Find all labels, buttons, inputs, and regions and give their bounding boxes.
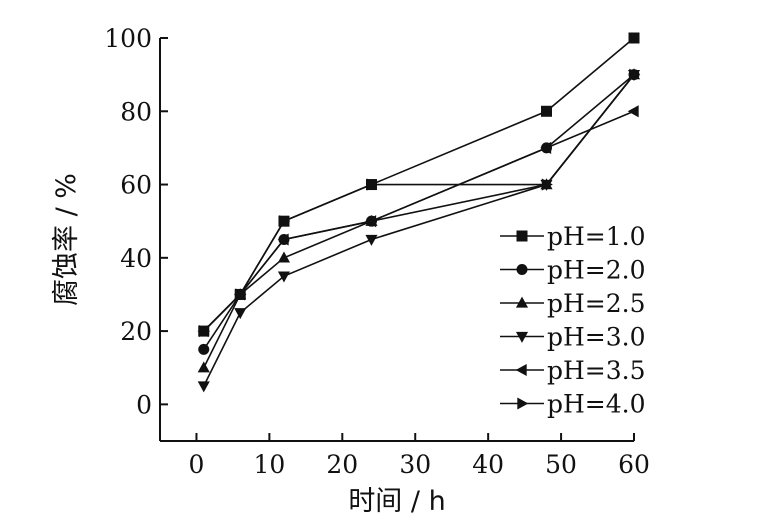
data-point	[629, 68, 641, 81]
legend-label: pH=4.0	[547, 390, 646, 419]
legend-marker	[515, 331, 529, 343]
y-tick-label: 20	[120, 317, 152, 346]
legend-marker	[517, 397, 529, 410]
y-tick-label: 100	[104, 24, 152, 53]
data-point	[366, 178, 378, 191]
x-axis-title: 时间 / h	[348, 486, 445, 517]
data-point	[234, 308, 247, 320]
x-tick-label: 20	[326, 450, 358, 479]
data-point	[197, 381, 210, 393]
data-point	[198, 343, 210, 355]
legend-item: pH=4.0	[500, 390, 646, 419]
data-point	[235, 288, 247, 301]
data-point	[199, 325, 211, 338]
series-6	[199, 68, 641, 338]
data-point	[541, 178, 553, 191]
legend-item: pH=1.0	[500, 222, 646, 251]
data-point	[277, 251, 291, 263]
legend-item: pH=2.0	[500, 256, 646, 285]
data-point	[540, 105, 552, 117]
series-line	[203, 74, 635, 332]
y-axis-title: 腐蚀率 / %	[51, 173, 82, 306]
legend-marker	[516, 230, 528, 242]
data-point	[540, 141, 552, 154]
legend-label: pH=3.5	[547, 356, 646, 385]
legend-marker	[516, 264, 528, 275]
y-tick-label: 40	[120, 244, 152, 273]
x-tick-label: 60	[618, 450, 650, 479]
legend: pH=1.0 pH=2.0 pH=2.5 pH=3.0 pH=3.5 pH=4.0	[500, 222, 646, 419]
data-point	[627, 105, 639, 118]
data-point	[277, 233, 289, 246]
x-tick-label: 10	[253, 450, 285, 479]
legend-marker	[515, 296, 529, 308]
data-point	[279, 215, 291, 228]
data-point	[365, 215, 377, 228]
legend-label: pH=2.5	[547, 289, 646, 318]
x-tick-label: 0	[189, 450, 205, 479]
legend-item: pH=2.5	[500, 289, 646, 318]
x-tick-label: 40	[472, 450, 504, 479]
legend-item: pH=3.0	[500, 323, 646, 352]
legend-label: pH=1.0	[547, 222, 646, 251]
legend-item: pH=3.5	[500, 356, 646, 385]
x-tick-label: 30	[399, 450, 431, 479]
y-tick-label: 60	[120, 171, 152, 200]
data-point	[628, 32, 640, 44]
y-tick-label: 0	[136, 390, 152, 419]
plot-area: 0 10 20 30 40 50 60 0 20 40 60 80 100	[104, 24, 650, 479]
y-tick-label: 80	[120, 97, 152, 126]
legend-label: pH=3.0	[547, 323, 646, 352]
data-point	[197, 361, 210, 373]
legend-label: pH=2.0	[547, 256, 646, 285]
data-point	[365, 234, 378, 246]
legend-marker	[515, 363, 527, 377]
data-point	[277, 271, 291, 283]
x-tick-label: 50	[545, 450, 577, 479]
